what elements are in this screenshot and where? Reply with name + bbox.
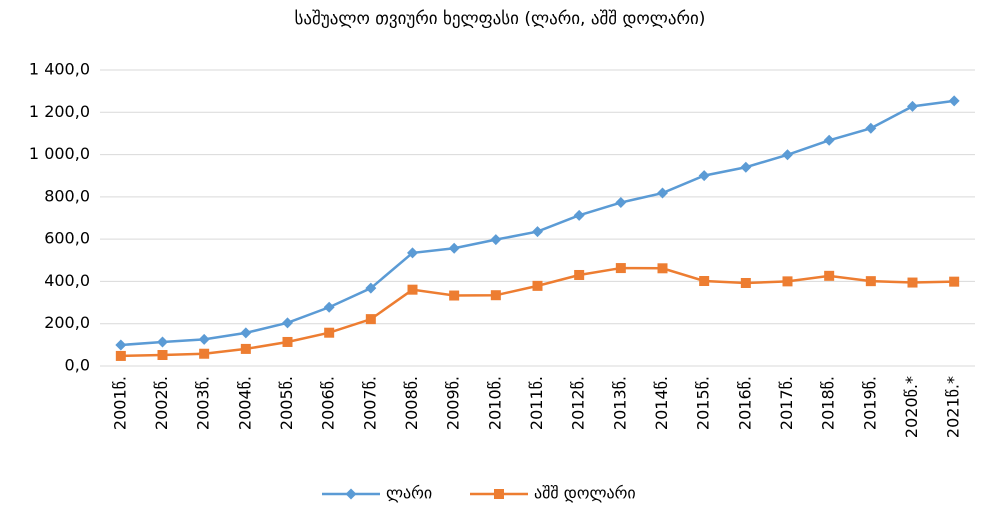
point-marker bbox=[698, 170, 710, 182]
x-tick-label: 2006წ. bbox=[319, 376, 338, 430]
y-tick-label: 1 200,0 bbox=[29, 102, 90, 121]
point-marker bbox=[323, 301, 335, 313]
y-tick-label: 800,0 bbox=[44, 186, 90, 205]
y-tick-label: 200,0 bbox=[44, 313, 90, 332]
point-marker bbox=[740, 277, 751, 288]
point-marker bbox=[574, 269, 585, 280]
x-tick-label: 2017წ. bbox=[777, 376, 796, 430]
point-marker bbox=[948, 95, 960, 107]
legend-label: ლარი bbox=[386, 484, 432, 503]
point-marker bbox=[115, 339, 127, 351]
x-tick-label: 2008წ. bbox=[402, 376, 421, 430]
point-marker bbox=[907, 100, 918, 112]
point-marker bbox=[907, 277, 918, 288]
point-marker bbox=[324, 327, 335, 338]
point-marker bbox=[865, 276, 876, 287]
x-tick-label: 2004წ. bbox=[235, 376, 254, 430]
x-tick-label: 2010წ. bbox=[485, 376, 504, 430]
point-marker bbox=[407, 247, 418, 259]
point-marker bbox=[345, 488, 357, 500]
point-marker bbox=[365, 314, 376, 325]
x-tick-label: 2001წ. bbox=[110, 376, 129, 430]
point-marker bbox=[532, 280, 543, 291]
point-marker bbox=[199, 348, 210, 359]
point-marker bbox=[282, 317, 293, 329]
point-marker bbox=[740, 161, 752, 173]
x-tick-label: 2014წ. bbox=[652, 376, 671, 430]
x-tick-label: 2009წ. bbox=[444, 376, 463, 430]
point-marker bbox=[782, 276, 793, 287]
x-tick-label: 2002წ. bbox=[152, 376, 171, 430]
x-tick-label: 2013წ. bbox=[610, 376, 629, 430]
point-marker bbox=[198, 333, 210, 345]
x-tick-label: 2018წ. bbox=[819, 376, 838, 430]
point-marker bbox=[448, 242, 460, 254]
y-tick-label: 1 400,0 bbox=[29, 60, 90, 79]
point-marker bbox=[240, 327, 252, 339]
point-marker bbox=[824, 270, 835, 281]
point-marker bbox=[949, 276, 960, 287]
point-marker bbox=[782, 149, 793, 161]
point-marker bbox=[282, 336, 293, 347]
y-tick-label: 600,0 bbox=[44, 229, 90, 248]
y-tick-label: 0,0 bbox=[65, 356, 90, 375]
point-marker bbox=[157, 336, 168, 348]
point-marker bbox=[157, 350, 168, 361]
chart-title: საშუალო თვიური ხელფასი (ლარი, აშშ დოლარი… bbox=[295, 9, 706, 29]
x-tick-label: 2003წ. bbox=[194, 376, 213, 430]
point-marker bbox=[449, 290, 460, 301]
point-marker bbox=[657, 263, 668, 274]
point-marker bbox=[865, 122, 877, 134]
point-marker bbox=[699, 276, 710, 287]
x-tick-label: 2021წ.* bbox=[944, 376, 963, 438]
y-tick-label: 400,0 bbox=[44, 271, 90, 290]
point-marker bbox=[365, 282, 377, 294]
x-tick-label: 2016წ. bbox=[735, 376, 754, 430]
point-marker bbox=[115, 350, 126, 361]
x-tick-label: 2020წ.* bbox=[902, 376, 921, 438]
point-marker bbox=[532, 226, 543, 238]
x-tick-label: 2019წ. bbox=[860, 376, 879, 430]
x-tick-label: 2007წ. bbox=[360, 376, 379, 430]
point-marker bbox=[615, 197, 627, 209]
x-tick-label: 2011წ. bbox=[527, 376, 546, 430]
point-marker bbox=[657, 187, 668, 199]
legend-label: აშშ დოლარი bbox=[534, 484, 636, 503]
point-marker bbox=[240, 343, 251, 354]
point-marker bbox=[573, 209, 585, 221]
x-tick-label: 2015წ. bbox=[694, 376, 713, 430]
point-marker bbox=[490, 234, 502, 246]
y-tick-label: 1 000,0 bbox=[29, 144, 90, 163]
point-marker bbox=[490, 290, 501, 301]
point-marker bbox=[615, 263, 626, 274]
x-tick-label: 2005წ. bbox=[277, 376, 296, 430]
point-marker bbox=[823, 134, 835, 146]
x-tick-label: 2012წ. bbox=[569, 376, 588, 430]
point-marker bbox=[494, 489, 504, 499]
point-marker bbox=[407, 284, 418, 295]
